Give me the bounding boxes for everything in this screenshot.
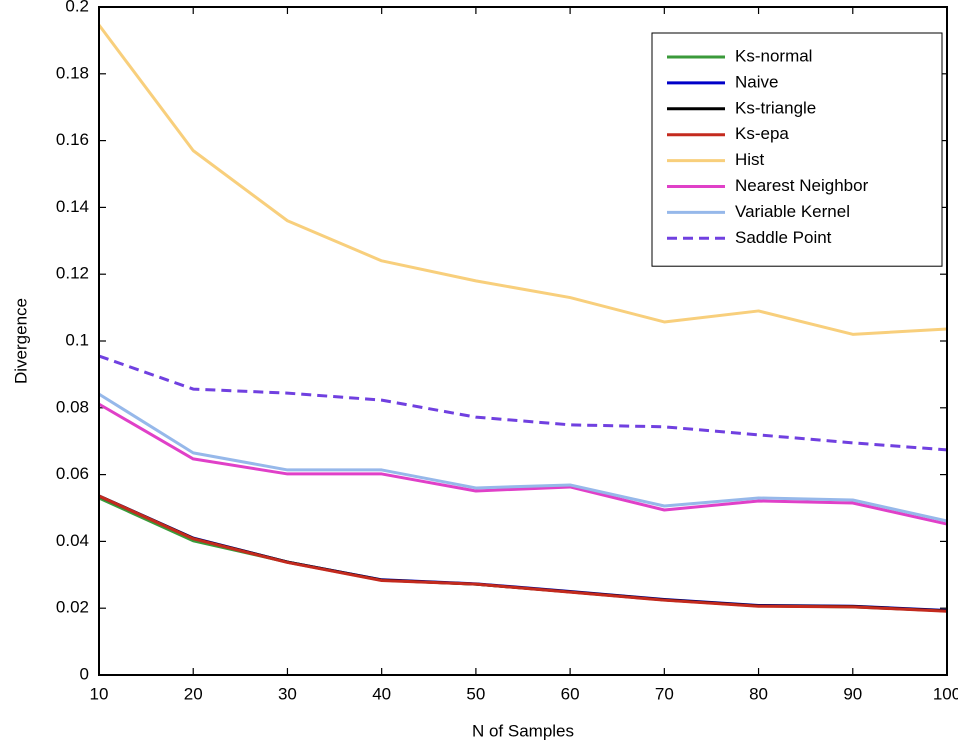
legend: Ks-normal Naive Ks-triangle Ks-epa Hist Neare… <box>651 32 943 267</box>
series-line <box>98 494 948 613</box>
x-tick-label: 40 <box>372 684 391 703</box>
x-tick-label: 10 <box>90 684 109 703</box>
x-tick-label: 30 <box>278 684 297 703</box>
series-line <box>98 402 948 526</box>
legend-box <box>651 32 943 267</box>
legend-label: Saddle Point <box>735 228 832 247</box>
legend-label: Nearest Neighbor <box>735 176 869 195</box>
x-tick-label: 50 <box>466 684 485 703</box>
x-tick-label: 70 <box>655 684 674 703</box>
x-axis-label: N of Samples <box>472 721 574 740</box>
y-tick-label: 0.12 <box>56 264 89 283</box>
x-tick-label: 20 <box>184 684 203 703</box>
x-tick-label: 60 <box>561 684 580 703</box>
series-line <box>98 496 948 613</box>
legend-label: Naive <box>735 72 778 91</box>
series-line <box>98 354 948 452</box>
y-tick-label: 0.16 <box>56 130 89 149</box>
y-tick-label: 0.04 <box>56 531 89 550</box>
legend-label: Variable Kernel <box>735 202 850 221</box>
legend-label: Ks-triangle <box>735 98 816 117</box>
legend-label: Ks-epa <box>735 124 789 143</box>
series-line <box>98 392 948 523</box>
x-tick-label: 80 <box>749 684 768 703</box>
y-tick-label: 0.02 <box>56 598 89 617</box>
series-line <box>97 24 948 336</box>
y-tick-label: 0.14 <box>56 197 89 216</box>
y-axis-label: Divergence <box>11 298 30 384</box>
plot-frame <box>98 6 948 676</box>
y-tick-label: 0.18 <box>56 63 89 82</box>
series-line <box>98 494 948 613</box>
legend-label: Ks-normal <box>735 46 812 65</box>
series-line <box>98 494 948 613</box>
legend-label: Hist <box>735 150 765 169</box>
y-tick-label: 0.08 <box>56 397 89 416</box>
y-tick-label: 0.06 <box>56 464 89 483</box>
x-tick-label: 90 <box>843 684 862 703</box>
y-tick-label: 0.2 <box>65 0 89 15</box>
y-tick-label: 0.1 <box>65 330 89 349</box>
x-tick-label: 100 <box>933 684 958 703</box>
y-tick-label: 0 <box>80 664 89 683</box>
